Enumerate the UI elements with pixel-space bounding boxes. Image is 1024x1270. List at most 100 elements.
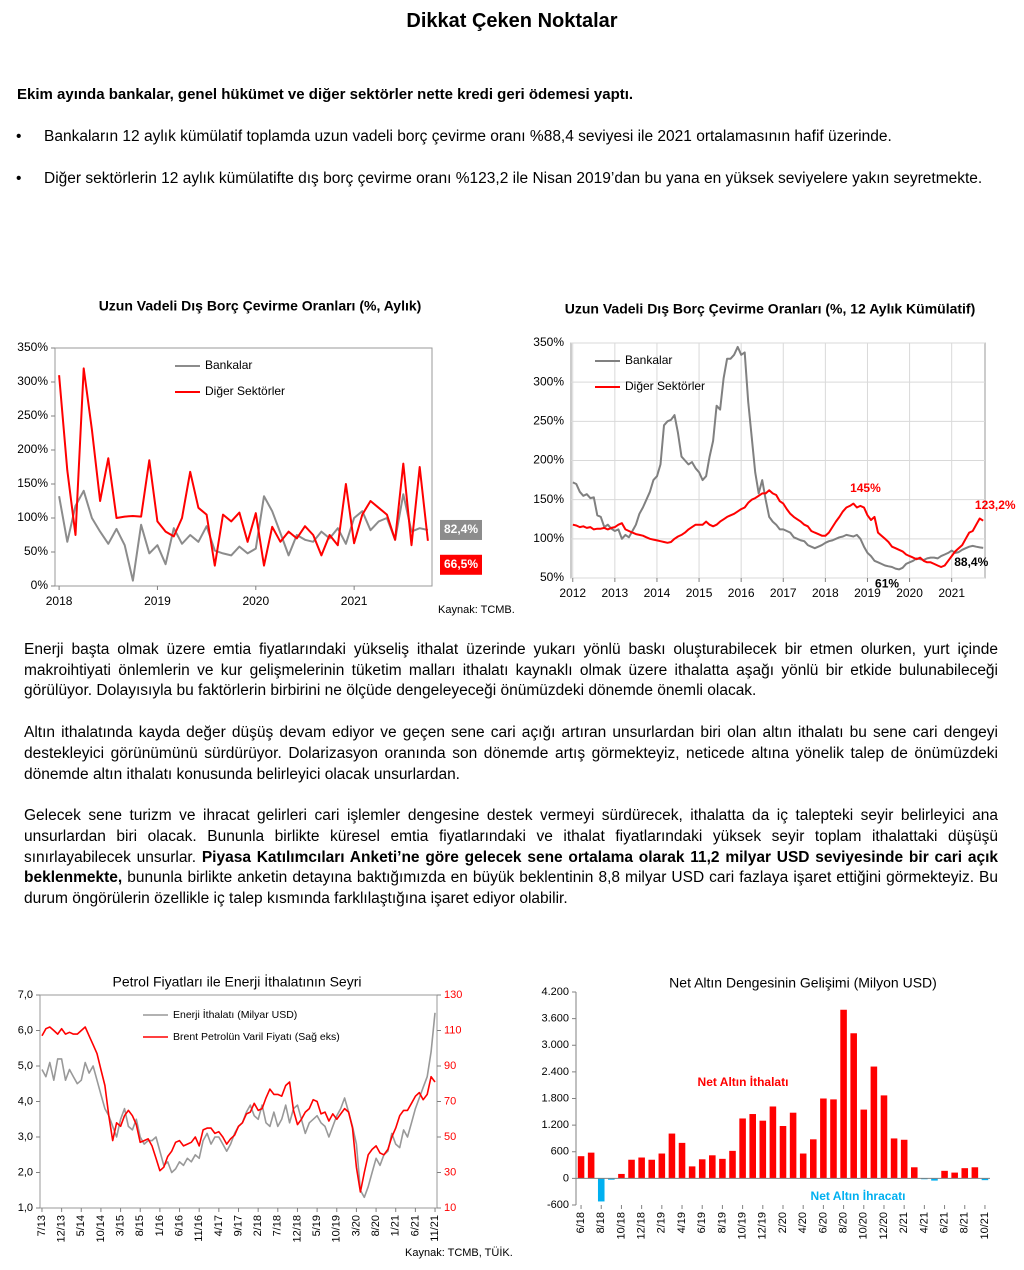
bar [739,1118,746,1179]
text-segment: Altın ithalatında kayda değer düşüş deva… [24,724,998,783]
chart: Uzun Vadeli Dış Borç Çevirme Oranları (%… [533,301,1016,600]
bar [860,1109,868,1179]
y-tick-label: 1,0 [18,1202,33,1214]
x-tick-label: 2017 [770,586,797,600]
annotation: Net Altın İthalatı [698,1074,789,1089]
bar [719,1158,726,1179]
bar [951,1172,958,1179]
chart: Net Altın Dengesinin Gelişimi (Milyon US… [541,975,991,1240]
chart: Uzun Vadeli Dış Borç Çevirme Oranları (%… [17,298,482,608]
bar [638,1157,645,1179]
x-tick-label: 2018 [46,594,73,608]
y-tick-label: 0% [31,578,49,592]
x-tick-label: 2/21 [898,1212,910,1233]
y-tick-label: 50% [540,570,564,584]
x-tick-label: 10/21 [979,1212,991,1240]
y-tick-label: 350% [533,335,564,349]
y2-tick-label: 50 [444,1131,456,1143]
x-tick-label: 9/17 [232,1215,244,1236]
x-tick-label: 8/21 [959,1212,971,1233]
y2-tick-label: 70 [444,1095,456,1107]
y-tick-label: 350% [17,340,48,354]
text-segment: Piyasa Katılımcıları Anketi’ne göre gele… [24,848,999,887]
x-tick-label: 6/16 [173,1215,185,1236]
x-tick-label: 12/20 [878,1212,890,1240]
y-tick-label: 200% [17,442,48,456]
series-line [58,489,429,582]
y-tick-label: 150% [533,492,564,506]
y-tick-label: 100% [17,510,48,524]
text-segment: Enerji başta olmak üzere emtia fiyatları… [24,641,998,700]
y-tick-label: 50% [24,544,48,558]
bar [971,1167,979,1179]
bar [850,1033,857,1179]
bar [931,1178,938,1181]
x-tick-label: 2013 [602,586,629,600]
page-title: Dikkat Çeken Noktalar [406,10,618,32]
y2-tick-label: 130 [444,989,462,1001]
bar [618,1173,625,1179]
x-tick-label: 11/21 [429,1215,441,1242]
x-tick-label: 8/19 [716,1212,728,1233]
bar [890,1138,898,1179]
bar [810,1139,817,1179]
x-tick-label: 6/19 [696,1212,708,1233]
bar [759,1120,767,1179]
bar [779,1126,787,1179]
legend-label: Diğer Sektörler [625,379,705,393]
x-tick-label: 8/20 [370,1215,382,1236]
bar [789,1112,797,1179]
x-tick-label: 1/21 [390,1215,402,1236]
annotation: Net Altın İhracatı [811,1188,906,1203]
y-tick-label: 1.200 [541,1119,569,1131]
y-tick-label: 5,0 [18,1060,33,1072]
x-tick-label: 2019 [144,594,171,608]
body-text: Enerji başta olmak üzere emtia fiyatları… [24,640,998,931]
x-tick-label: 8/15 [134,1215,146,1236]
y-tick-label: 4.200 [541,986,569,998]
x-tick-label: 6/20 [817,1212,829,1233]
x-tick-label: 10/18 [615,1212,627,1240]
y-tick-label: 300% [17,374,48,388]
x-tick-label: 10/19 [737,1212,749,1240]
y2-tick-label: 110 [444,1024,462,1036]
source-note: Kaynak: TCMB, TÜİK. [405,1247,513,1259]
x-tick-label: 6/18 [575,1212,587,1233]
y-tick-label: 200% [533,453,564,467]
text-segment: bununla birlikte anketin detayına baktığ… [24,869,998,908]
y-tick-label: 600 [551,1146,569,1158]
y-tick-label: 1.800 [541,1092,569,1104]
value-label: 123,2% [975,498,1016,512]
x-tick-label: 2020 [896,586,923,600]
legend-label: Bankalar [205,358,252,372]
bar [658,1153,666,1179]
bar [729,1150,736,1179]
bullet-list: Bankaların 12 aylık kümülatif toplamda u… [16,126,990,210]
y-tick-label: 3,0 [18,1131,33,1143]
x-tick-label: 4/17 [213,1215,225,1236]
x-tick-label: 12/18 [636,1212,648,1240]
x-tick-label: 6/21 [409,1215,421,1236]
bar [961,1168,969,1179]
plot-frame [54,347,433,587]
legend-label: Bankalar [625,353,672,367]
paragraph: Enerji başta olmak üzere emtia fiyatları… [24,640,998,702]
x-tick-label: 2/19 [656,1212,668,1233]
bar [880,1095,888,1179]
y-tick-label: 0 [563,1172,569,1184]
y-tick-label: 3.000 [541,1039,569,1051]
bar [799,1153,807,1179]
y-tick-label: 250% [533,414,564,428]
y2-tick-label: 90 [444,1060,456,1072]
x-tick-label: 4/19 [676,1212,688,1233]
y-tick-label: 300% [533,374,564,388]
x-tick-label: 10/20 [858,1212,870,1240]
x-tick-label: 10/14 [95,1215,107,1243]
x-tick-label: 2012 [559,586,586,600]
x-tick-label: 5/14 [75,1215,87,1236]
x-tick-label: 3/20 [350,1215,362,1236]
chart: Petrol Fiyatları ile Enerji İthalatının … [18,973,463,1243]
bar [648,1159,656,1179]
x-tick-label: 11/16 [193,1215,205,1242]
y-tick-label: 2,0 [18,1166,33,1178]
